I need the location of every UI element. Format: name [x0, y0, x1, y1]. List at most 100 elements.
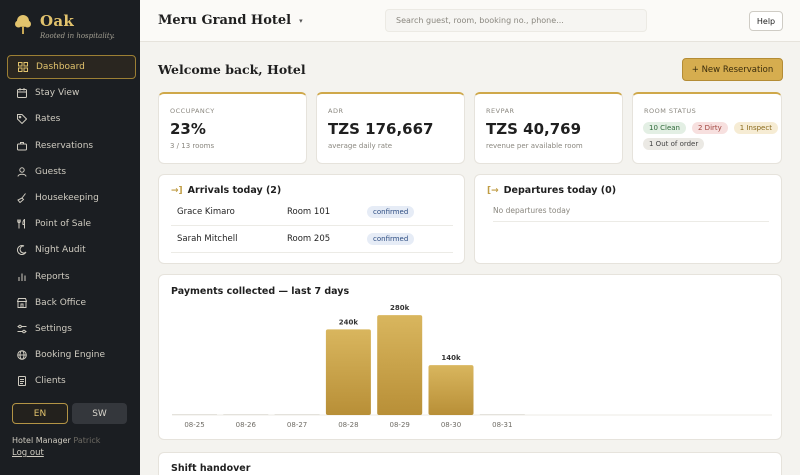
brand[interactable]: Oak Rooted in hospitality. [14, 12, 115, 40]
tree-icon [15, 15, 31, 34]
kpi-value: 23% [170, 120, 206, 138]
kpi-label: ADR [328, 107, 344, 115]
handover-title: Shift handover [171, 463, 251, 474]
status-badge-clean[interactable]: 10 Clean [643, 122, 686, 134]
chart-bar[interactable] [325, 329, 371, 415]
new-reservation-button[interactable]: + New Reservation [682, 58, 783, 81]
status-badge-dirty[interactable]: 2 Dirty [692, 122, 728, 134]
arrivals-title: →] Arrivals today (2) [171, 185, 281, 196]
chart-data-label: 140k [441, 354, 461, 362]
sidebar-item-dashboard[interactable]: Dashboard [7, 55, 136, 79]
status-badge: confirmed [367, 233, 415, 245]
search-input[interactable] [385, 9, 647, 32]
store-icon [17, 297, 27, 308]
chart-title: Payments collected — last 7 days [171, 286, 350, 297]
chevron-down-icon: ▾ [299, 16, 303, 25]
table-row[interactable]: Sarah Mitchell Room 205 confirmed [171, 226, 453, 253]
briefcase-icon [17, 141, 27, 151]
arrow-out-icon: [→ [487, 185, 499, 196]
file-icon [18, 376, 26, 387]
kpi-value: TZS 176,667 [328, 120, 434, 138]
room-status-chips: 10 Clean 2 Dirty 1 Inspect 1 Out of orde… [643, 122, 783, 150]
moon-icon [17, 245, 27, 256]
sidebar-item-back-office[interactable]: Back Office [7, 291, 136, 315]
sidebar-item-settings[interactable]: Settings [7, 317, 136, 341]
kpi-sub: 3 / 13 rooms [170, 142, 215, 150]
hotel-name: Meru Grand Hotel [158, 13, 292, 28]
chart-tick-label: 08-30 [441, 421, 461, 429]
chart-data-label: 240k [339, 318, 359, 326]
handover-card: Shift handover [158, 452, 782, 475]
sidebar: Oak Rooted in hospitality. Dashboard Sta… [0, 0, 140, 475]
sidebar-item-label: Guests [35, 166, 67, 177]
sidebar-item-point-of-sale[interactable]: Point of Sale [7, 212, 136, 236]
chart-tick-label: 08-26 [236, 421, 257, 429]
chart-bar[interactable] [377, 315, 423, 415]
lang-sw-button[interactable]: SW [72, 403, 127, 424]
sidebar-item-label: Stay View [35, 88, 80, 99]
user-info: Hotel Manager Patrick [12, 436, 100, 445]
chart-bar[interactable] [172, 414, 217, 415]
departures-title-text: Departures today (0) [503, 185, 617, 196]
utensils-icon [17, 219, 25, 229]
chart-tick-label: 08-25 [184, 421, 204, 429]
arrow-in-icon: →] [171, 185, 183, 196]
table-row[interactable]: Grace Kimaro Room 101 confirmed [171, 199, 453, 226]
grid-icon [18, 62, 28, 72]
kpi-sub: revenue per available room [486, 142, 583, 150]
kpi-label: REVPAR [486, 107, 515, 115]
language-switcher: EN SW [12, 403, 127, 424]
broom-icon [17, 193, 26, 203]
status-badge-inspect[interactable]: 1 Inspect [733, 122, 778, 134]
departures-panel: [→ Departures today (0) No departures to… [474, 174, 782, 264]
user-role: Hotel Manager [12, 436, 71, 445]
kpi-sub: average daily rate [328, 142, 393, 150]
chart-tick-label: 08-31 [492, 421, 512, 429]
arrivals-panel: →] Arrivals today (2) Grace Kimaro Room … [158, 174, 465, 264]
sidebar-item-label: Booking Engine [35, 350, 106, 361]
page-title: Welcome back, Hotel [158, 62, 306, 77]
chart-data-label: 280k [390, 304, 410, 312]
payments-chart: 08-25 08-26 08-27 240k 08-28 280k 08-29 140k 08-… [172, 304, 772, 429]
brand-tagline: Rooted in hospitality. [40, 32, 115, 40]
sidebar-item-label: Point of Sale [35, 219, 92, 230]
sidebar-nav: Dashboard Stay View Rates Reservations G… [7, 55, 136, 395]
lang-en-button[interactable]: EN [12, 403, 68, 424]
sidebar-item-rates[interactable]: Rates [7, 107, 136, 131]
guest-name: Grace Kimaro [177, 207, 235, 217]
sidebar-item-housekeeping[interactable]: Housekeeping [7, 186, 136, 210]
sidebar-item-label: Back Office [35, 297, 86, 308]
chart-tick-label: 08-29 [390, 421, 410, 429]
sidebar-item-reports[interactable]: Reports [7, 265, 136, 289]
status-badge-out-of-order[interactable]: 1 Out of order [643, 138, 705, 150]
user-icon [17, 167, 27, 177]
chart-tick-label: 08-27 [287, 421, 307, 429]
sidebar-item-label: Rates [35, 114, 61, 125]
bar-chart-icon [18, 273, 26, 281]
calendar-icon [17, 88, 27, 99]
room-number: Room 205 [287, 234, 331, 244]
chart-bar[interactable] [479, 414, 525, 415]
payments-chart-card: Payments collected — last 7 days 08-25 08… [158, 274, 782, 440]
chart-bar[interactable] [223, 414, 269, 415]
chart-tick-label: 08-28 [338, 421, 358, 429]
logout-link[interactable]: Log out [12, 448, 44, 458]
sidebar-item-reservations[interactable]: Reservations [7, 134, 136, 158]
help-button[interactable]: Help [749, 11, 783, 31]
departures-title: [→ Departures today (0) [487, 185, 616, 196]
chart-bar[interactable] [274, 414, 320, 415]
chart-bar[interactable] [428, 365, 474, 415]
status-badge: confirmed [367, 206, 415, 218]
sidebar-item-clients[interactable]: Clients [7, 369, 136, 393]
kpi-card-room-status: ROOM STATUS 10 Clean 2 Dirty 1 Inspect 1… [632, 92, 782, 164]
brand-name: Oak [40, 12, 75, 30]
sidebar-item-label: Settings [35, 323, 72, 334]
sidebar-item-night-audit[interactable]: Night Audit [7, 238, 136, 262]
sidebar-item-label: Housekeeping [35, 192, 99, 203]
kpi-label: OCCUPANCY [170, 107, 215, 115]
sidebar-item-stay-view[interactable]: Stay View [7, 81, 136, 105]
hotel-selector[interactable]: Meru Grand Hotel ▾ [158, 13, 303, 28]
sidebar-item-guests[interactable]: Guests [7, 160, 136, 184]
sidebar-item-booking-engine[interactable]: Booking Engine [7, 343, 136, 367]
sidebar-item-label: Clients [35, 376, 66, 387]
